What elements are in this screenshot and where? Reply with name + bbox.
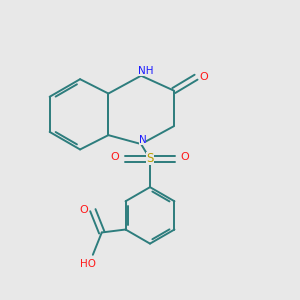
Text: O: O [111,152,120,162]
Text: O: O [79,205,88,215]
Text: O: O [180,152,189,162]
Text: NH: NH [138,66,153,76]
Text: N: N [139,136,146,146]
Text: O: O [199,72,208,82]
Text: HO: HO [80,259,96,269]
Text: S: S [146,152,154,165]
